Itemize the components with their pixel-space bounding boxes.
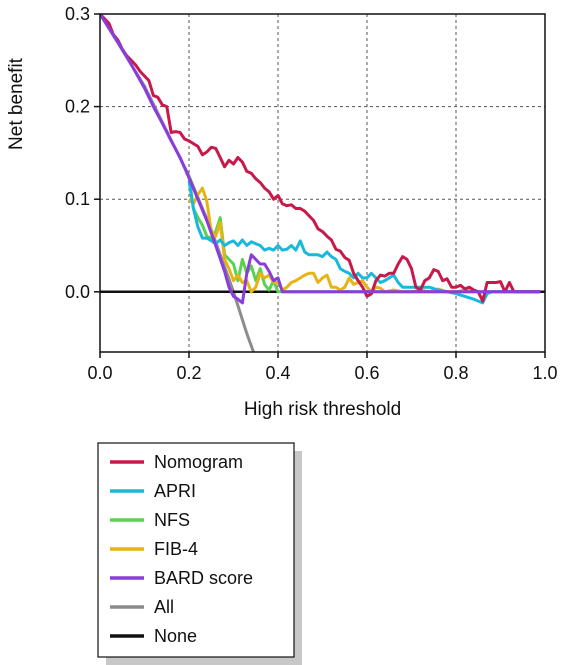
- legend-label: NFS: [154, 510, 190, 530]
- x-tick-label: 0.4: [265, 363, 290, 383]
- x-tick-label: 1.0: [532, 363, 557, 383]
- series-line-bard-score: [100, 14, 541, 305]
- series-line-all: [100, 14, 255, 352]
- x-axis: 0.0 0.2 0.4 0.6 0.8 1.0: [87, 352, 558, 383]
- x-tick-label: 0.6: [354, 363, 379, 383]
- y-tick-label: 0.3: [65, 4, 90, 24]
- series-line-nomogram: [100, 14, 541, 303]
- y-tick-label: 0.2: [65, 97, 90, 117]
- legend-label: Nomogram: [154, 452, 243, 472]
- series-line-nfs: [187, 175, 541, 294]
- legend-label: APRI: [154, 481, 196, 501]
- y-tick-label: 0.0: [65, 282, 90, 302]
- y-tick-label: 0.1: [65, 189, 90, 209]
- legend: Nomogram APRI NFS FIB-4 BARD score All None: [97, 442, 302, 665]
- legend-label: FIB-4: [154, 539, 198, 559]
- series-lines: [100, 14, 545, 352]
- x-tick-label: 0.2: [176, 363, 201, 383]
- x-axis-title: High risk threshold: [244, 399, 401, 420]
- x-tick-label: 0.8: [443, 363, 468, 383]
- y-axis: 0.0 0.1 0.2 0.3: [65, 4, 100, 302]
- x-tick-label: 0.0: [87, 363, 112, 383]
- y-axis-title: Net benefit: [6, 57, 27, 150]
- legend-label: All: [154, 597, 174, 617]
- plot-frame: [99, 13, 546, 353]
- legend-label: None: [154, 626, 197, 646]
- legend-label: BARD score: [154, 568, 253, 588]
